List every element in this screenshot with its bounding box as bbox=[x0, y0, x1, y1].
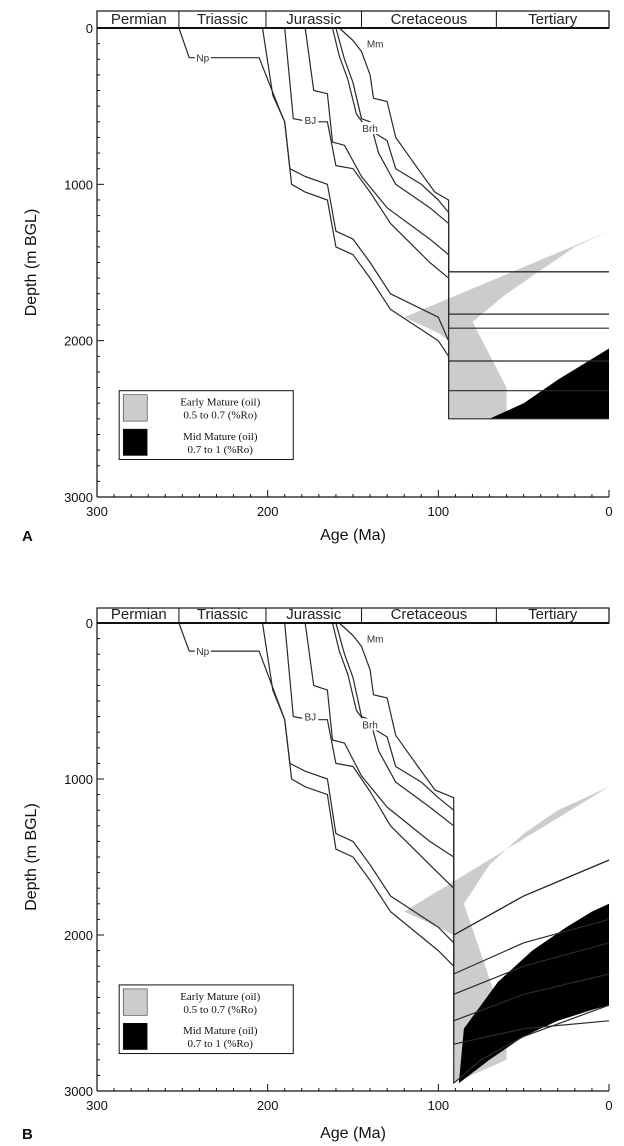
horizon-label-bg bbox=[302, 710, 319, 723]
period-label: Cretaceous bbox=[391, 11, 468, 28]
period-label: Jurassic bbox=[286, 606, 342, 623]
panel-b: Np BJ Brh Mm Permian Triassic Jurassic Cretaceo… bbox=[22, 606, 613, 1143]
burial-curve bbox=[178, 27, 609, 420]
y-tick-label: 1000 bbox=[64, 772, 93, 787]
y-axis-title: Depth (m BGL) bbox=[23, 209, 40, 317]
legend-label: Mid Mature (oil) bbox=[183, 1025, 258, 1037]
y-tick-label: 3000 bbox=[64, 1084, 93, 1099]
horizon-label: Mm bbox=[367, 40, 384, 51]
period-label: Permian bbox=[111, 11, 167, 28]
horizon-label: BJ bbox=[304, 116, 316, 127]
horizon-label-bg bbox=[359, 122, 382, 135]
burial-curve bbox=[335, 622, 610, 975]
period-label: Cretaceous bbox=[391, 606, 468, 623]
legend-swatch bbox=[122, 428, 148, 456]
y-tick-label: 2000 bbox=[64, 928, 93, 943]
x-axis-title: Age (Ma) bbox=[320, 1125, 386, 1142]
horizon-label-bg bbox=[367, 632, 384, 645]
burial-curve bbox=[338, 27, 609, 273]
y-tick-label: 1000 bbox=[64, 177, 93, 192]
horizon-label: Np bbox=[196, 54, 209, 65]
horizon-label-bg bbox=[302, 114, 319, 127]
x-tick-label: 200 bbox=[257, 1098, 279, 1113]
legend-swatch bbox=[122, 988, 148, 1016]
burial-curve bbox=[304, 622, 610, 995]
horizon-label-bg bbox=[367, 37, 384, 50]
legend-swatch bbox=[122, 1022, 148, 1050]
period-label: Triassic bbox=[197, 606, 249, 623]
legend-box bbox=[118, 984, 294, 1055]
x-tick-label: 200 bbox=[257, 504, 279, 519]
legend-detail: 0.7 to 1 (%Ro) bbox=[188, 1038, 254, 1050]
x-tick-label: 0 bbox=[605, 504, 612, 519]
legend-swatch bbox=[122, 394, 148, 422]
legend-detail: 0.5 to 0.7 (%Ro) bbox=[183, 1004, 257, 1016]
x-tick-label: 300 bbox=[86, 1098, 108, 1113]
legend-label: Early Mature (oil) bbox=[180, 397, 260, 409]
y-tick-label: 0 bbox=[86, 616, 93, 631]
y-axis-title: Depth (m BGL) bbox=[23, 803, 40, 911]
y-tick-label: 3000 bbox=[64, 490, 93, 505]
legend-label: Mid Mature (oil) bbox=[183, 431, 258, 443]
y-tick-label: 2000 bbox=[64, 334, 93, 349]
period-label: Triassic bbox=[197, 11, 249, 28]
panel-label: A bbox=[22, 528, 33, 545]
burial-curve bbox=[338, 622, 610, 936]
horizon-label-bg bbox=[194, 645, 211, 658]
period-label: Jurassic bbox=[286, 11, 342, 28]
x-axis-title: Age (Ma) bbox=[320, 527, 386, 544]
period-label: Permian bbox=[111, 606, 167, 623]
panel-label: B bbox=[22, 1126, 33, 1143]
mid-mature-zone bbox=[489, 348, 609, 419]
horizon-label: Brh bbox=[362, 720, 378, 731]
period-label: Tertiary bbox=[528, 606, 578, 623]
horizon-label: Np bbox=[196, 647, 209, 658]
legend-detail: 0.5 to 0.7 (%Ro) bbox=[183, 410, 257, 422]
legend-detail: 0.7 to 1 (%Ro) bbox=[188, 444, 254, 456]
horizon-label-bg bbox=[359, 718, 382, 731]
x-tick-label: 100 bbox=[427, 504, 449, 519]
horizon-label: Brh bbox=[362, 124, 378, 135]
burial-curve bbox=[261, 27, 609, 392]
horizon-label-bg bbox=[194, 51, 211, 64]
horizon-label: BJ bbox=[304, 713, 316, 724]
legend-box bbox=[118, 390, 294, 460]
legend-label: Early Mature (oil) bbox=[180, 991, 260, 1003]
early-mature-zone bbox=[404, 786, 609, 1084]
y-tick-label: 0 bbox=[86, 21, 93, 36]
horizon-label: Mm bbox=[367, 635, 384, 646]
x-tick-label: 100 bbox=[427, 1098, 449, 1113]
early-mature-zone bbox=[404, 231, 609, 419]
panel-a: Np BJ Brh Mm Permian Triassic Jurassic Cretaceo… bbox=[22, 10, 613, 545]
period-label: Tertiary bbox=[528, 11, 578, 28]
x-tick-label: 0 bbox=[605, 1098, 612, 1113]
x-tick-label: 300 bbox=[86, 504, 108, 519]
mid-mature-zone bbox=[458, 903, 609, 1084]
